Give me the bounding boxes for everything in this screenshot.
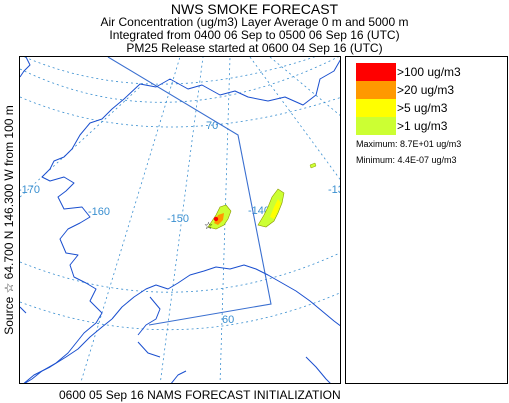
plume-eastern-core xyxy=(270,199,281,219)
lon-130-label: -130 xyxy=(328,184,341,196)
integration-period: Integrated from 0400 06 Sep to 0500 06 S… xyxy=(109,28,400,42)
lat-70-label: 70 xyxy=(206,120,218,132)
legend-swatch-5 xyxy=(356,99,396,117)
plume-eastern-area xyxy=(257,188,285,228)
lon-170-label: -170 xyxy=(20,184,40,196)
lon-160-label: -160 xyxy=(88,206,110,218)
plume-outlier xyxy=(309,162,317,169)
lat-60-label: 60 xyxy=(222,314,234,326)
map-panel: 70 60 -170 -160 -150 -140 -130 xyxy=(19,56,341,384)
smoke-map: 70 60 -170 -160 -150 -140 -130 xyxy=(20,57,341,383)
latitude-lines xyxy=(20,57,340,331)
legend-swatch-20 xyxy=(356,81,396,99)
legend-swatch-100 xyxy=(356,63,396,81)
minimum-value: Minimum: 4.4E-07 ug/m3 xyxy=(356,155,457,165)
forecast-title: NWS SMOKE FORECAST xyxy=(170,1,339,17)
legend-panel: >100 ug/m3 >20 ug/m3 >5 ug/m3 >1 ug/m3 M… xyxy=(345,56,508,384)
plume-peak xyxy=(213,216,219,222)
source-star-icon: ☆ xyxy=(204,221,213,232)
legend-label-5: >5 ug/m3 xyxy=(397,101,448,115)
maximum-value: Maximum: 8.7E+01 ug/m3 xyxy=(356,139,462,149)
legend-label-1: >1 ug/m3 xyxy=(397,119,448,133)
legend-label-100: >100 ug/m3 xyxy=(397,65,461,79)
legend-swatch-1 xyxy=(356,117,396,135)
longitude-lines xyxy=(20,57,340,383)
legend-label-20: >20 ug/m3 xyxy=(397,83,455,97)
plume-western-core xyxy=(214,213,224,225)
concentration-subtitle: Air Concentration (ug/m3) Layer Average … xyxy=(100,15,409,29)
model-domain-boundary xyxy=(107,57,272,326)
lon-150-label: -150 xyxy=(167,213,189,225)
smoke-plume: ☆ xyxy=(204,162,317,232)
coastline xyxy=(20,57,340,383)
release-start: PM25 Release started at 0600 04 Sep 16 (… xyxy=(126,41,383,55)
initialization-footer: 0600 05 Sep 16 NAMS FORECAST INITIALIZAT… xyxy=(59,388,341,402)
